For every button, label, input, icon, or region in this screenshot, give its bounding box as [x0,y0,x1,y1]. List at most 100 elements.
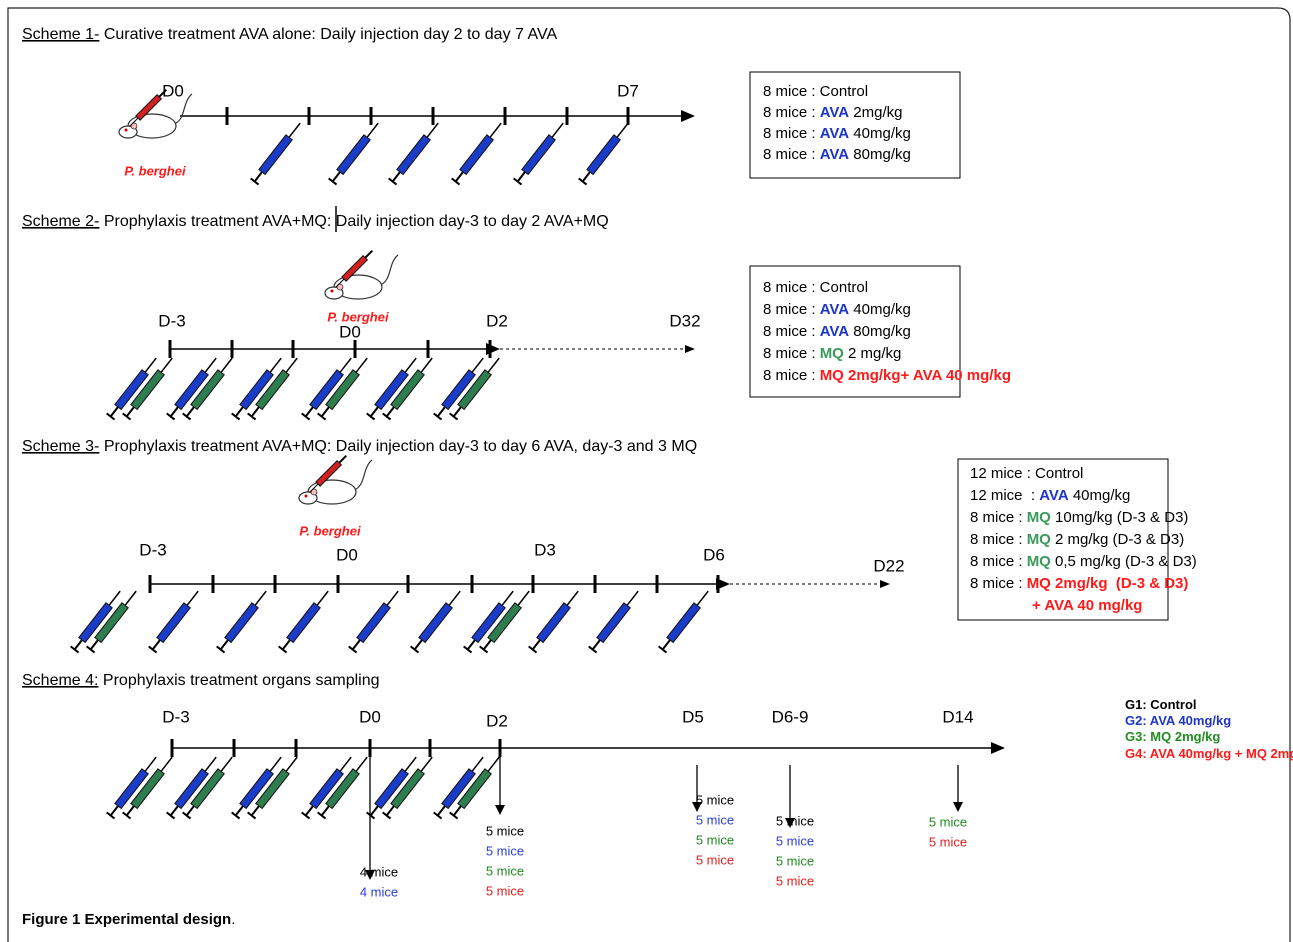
mouse [118,89,193,139]
mice-count: 5 mice [486,863,524,878]
syringe-plunger [466,639,476,651]
syringe-plunger [413,639,423,651]
mouse-ear [130,122,138,130]
text-segment: AVA [820,104,850,121]
syringe [433,357,484,421]
syringe-plunger [351,639,361,651]
syringe-handle [449,811,459,820]
syringe-needle [160,357,173,373]
mouse-eye [304,494,308,498]
syringe-plunger [338,455,347,464]
syringe-plunger [436,406,446,418]
syringe [122,357,173,421]
syringe-plunger [89,639,99,651]
syringe-handle [410,645,420,654]
syringe-plunger [661,639,671,651]
syringe-handle [301,412,311,421]
timeline-arrowhead [681,110,695,122]
syringe-needle [108,590,121,606]
day-label: D0 [339,322,361,341]
group-line: 8 mice : MQ 2 mg/kg (D-3 & D3) [970,531,1184,548]
mice-count: 5 mice [696,812,734,827]
syringe [182,357,233,421]
syringe-handle [278,645,288,654]
text-segment: AVA [1039,487,1069,504]
syringe-needle [355,357,368,373]
text-segment: 8 mice : [763,104,820,121]
syringe-plunger [320,406,330,418]
syringe [301,756,352,820]
text-segment: 80mg/kg [849,146,911,163]
syringe-plunger [531,639,541,651]
syringe-handle [433,811,443,820]
group-line: 8 mice : Control [763,279,868,296]
text-segment: + AVA 40 mg/kg [1032,597,1142,614]
syringe-plunger [304,805,314,817]
syringe-needle [551,122,564,138]
syringe-needle [160,756,173,772]
group-line: G2: AVA 40mg/kg [1125,713,1231,728]
text-segment: 2 mg/kg (D-3 & D3) [1051,531,1184,548]
group-line: 8 mice : MQ 2 mg/kg [763,345,901,362]
syringe-plunger [452,805,462,817]
syringe [166,357,217,421]
syringe-needle [501,590,514,606]
syringe-handle [463,645,473,654]
mouse-ear [336,283,344,291]
syringe-plunger [185,805,195,817]
syringe-handle [122,412,132,421]
syringe [317,357,368,421]
text-segment: 12 mice : Control [970,465,1083,482]
syringe-handle [182,811,192,820]
syringe-needle [448,590,461,606]
syringe-handle [301,811,311,820]
text-segment: 8 mice : [763,323,820,340]
mice-count: 5 mice [696,832,734,847]
syringe [348,590,399,654]
syringe-body [596,602,631,644]
day-label: D0 [359,707,381,726]
syringe-plunger [320,805,330,817]
syringe-handle [658,645,668,654]
mice-count: 4 mice [360,864,398,879]
mice-count: 5 mice [929,834,967,849]
syringe-plunger [304,406,314,418]
syringe-plunger [452,406,462,418]
text-segment: G2: AVA 40mg/kg [1125,713,1231,728]
text-segment: MQ [1027,531,1051,548]
scheme-title-prefix: Scheme 2- [22,213,99,230]
syringe [182,756,233,820]
syringe [479,590,530,654]
syringe-plunger [125,406,135,418]
syringe [122,756,173,820]
scheme-title: Scheme 4: Prophylaxis treatment organs s… [22,672,380,689]
text-segment: 80mg/kg [849,323,911,340]
syringe-plunger [109,805,119,817]
syringe-plunger [331,171,341,183]
syringe [216,590,267,654]
syringe [278,590,329,654]
syringe [658,590,709,654]
syringe [463,590,514,654]
syringe-needle [269,357,282,373]
syringe-plunger [234,805,244,817]
day-label: D-3 [158,311,185,330]
text-segment: 8 mice : Control [763,279,868,296]
text-segment: 8 mice : [763,345,820,362]
syringe-needle [355,756,368,772]
syringe-handle [433,412,443,421]
syringe [106,357,157,421]
syringe [250,122,301,186]
text-segment: G4: AVA 40mg/kg + MQ 2mg/kg [1125,746,1293,761]
mouse-tail [379,254,399,286]
text-segment: MQ 2mg/kg+ AVA 40 mg/kg [820,367,1011,384]
text-segment: AVA [820,301,850,318]
scheme-title-text: Prophylaxis treatment organs sampling [98,672,379,689]
syringe-body [521,134,556,176]
syringe-needle [404,357,417,373]
mouse-syringe [129,89,167,127]
text-segment: AVA [820,146,850,163]
group-line: 12 mice : AVA 40mg/kg [970,487,1130,504]
timeline-arrowhead [486,343,500,355]
